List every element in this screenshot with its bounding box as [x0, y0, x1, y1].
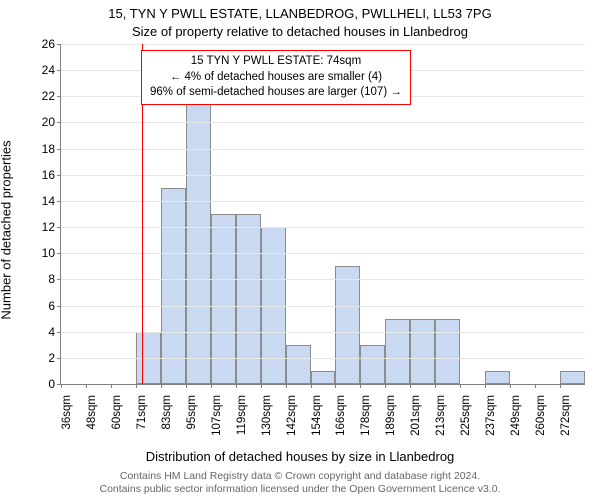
y-axis-label: Number of detached properties — [0, 51, 14, 230]
x-tick-label: 119sqm — [234, 395, 248, 435]
bar — [161, 188, 186, 384]
x-tick-label: 154sqm — [309, 395, 323, 436]
bar — [485, 371, 510, 384]
chart-title-line2: Size of property relative to detached ho… — [0, 24, 600, 39]
x-tick-label: 249sqm — [508, 395, 522, 436]
x-axis-label: Distribution of detached houses by size … — [0, 449, 600, 464]
x-tick-label: 166sqm — [333, 395, 347, 436]
x-tick-label: 272sqm — [558, 395, 572, 436]
x-tick-label: 201sqm — [408, 395, 422, 436]
bar — [410, 319, 435, 384]
gridline — [61, 253, 585, 254]
y-tick-label: 20 — [42, 115, 61, 129]
y-tick-label: 16 — [42, 168, 61, 182]
y-tick-label: 0 — [48, 377, 61, 391]
y-tick-label: 6 — [48, 299, 61, 313]
x-tick-label: 237sqm — [483, 395, 497, 436]
gridline — [61, 279, 585, 280]
gridline — [61, 149, 585, 150]
y-tick-label: 14 — [42, 194, 61, 208]
x-tick-label: 48sqm — [84, 395, 98, 430]
bar — [385, 319, 410, 384]
x-tick-label: 95sqm — [184, 395, 198, 430]
y-tick-label: 2 — [48, 351, 61, 365]
gridline — [61, 332, 585, 333]
y-tick-label: 8 — [48, 272, 61, 286]
y-tick-label: 24 — [42, 63, 61, 77]
x-tick-label: 189sqm — [383, 395, 397, 436]
callout-line: ← 4% of detached houses are smaller (4) — [150, 70, 402, 86]
footer-attribution: Contains HM Land Registry data © Crown c… — [0, 470, 600, 496]
y-tick-label: 22 — [42, 89, 61, 103]
bar — [186, 96, 211, 384]
gridline — [61, 122, 585, 123]
bar — [335, 266, 360, 384]
callout-box: 15 TYN Y PWLL ESTATE: 74sqm← 4% of detac… — [141, 50, 411, 105]
gridline — [61, 227, 585, 228]
x-tick-label: 142sqm — [284, 395, 298, 436]
gridline — [61, 306, 585, 307]
y-tick-label: 26 — [42, 37, 61, 51]
y-tick-label: 10 — [42, 246, 61, 260]
chart-container: 15, TYN Y PWLL ESTATE, LLANBEDROG, PWLLH… — [0, 0, 600, 500]
callout-line: 96% of semi-detached houses are larger (… — [150, 85, 402, 101]
callout-line: 15 TYN Y PWLL ESTATE: 74sqm — [150, 54, 402, 70]
x-tick-label: 178sqm — [358, 395, 372, 436]
x-tick-label: 225sqm — [458, 395, 472, 436]
bar — [311, 371, 336, 384]
x-tick-label: 213sqm — [433, 395, 447, 436]
bar — [560, 371, 585, 384]
gridline — [61, 358, 585, 359]
x-tick-label: 60sqm — [109, 395, 123, 430]
x-tick-label: 107sqm — [209, 395, 223, 436]
bar — [435, 319, 460, 384]
x-tick-label: 71sqm — [134, 395, 148, 430]
footer-line1: Contains HM Land Registry data © Crown c… — [0, 470, 600, 483]
chart-title-line1: 15, TYN Y PWLL ESTATE, LLANBEDROG, PWLLH… — [0, 6, 600, 21]
gridline — [61, 201, 585, 202]
bar — [360, 345, 385, 384]
plot-area: 0246810121416182022242636sqm48sqm60sqm71… — [60, 44, 585, 385]
bar — [286, 345, 311, 384]
gridline — [61, 175, 585, 176]
footer-line2: Contains public sector information licen… — [0, 483, 600, 496]
x-tick-label: 260sqm — [533, 395, 547, 436]
x-tick-label: 83sqm — [159, 395, 173, 430]
y-tick-label: 4 — [48, 325, 61, 339]
x-tick-label: 36sqm — [59, 395, 73, 430]
y-tick-label: 12 — [42, 220, 61, 234]
x-tick-label: 130sqm — [259, 395, 273, 436]
y-tick-label: 18 — [42, 142, 61, 156]
gridline — [61, 44, 585, 45]
